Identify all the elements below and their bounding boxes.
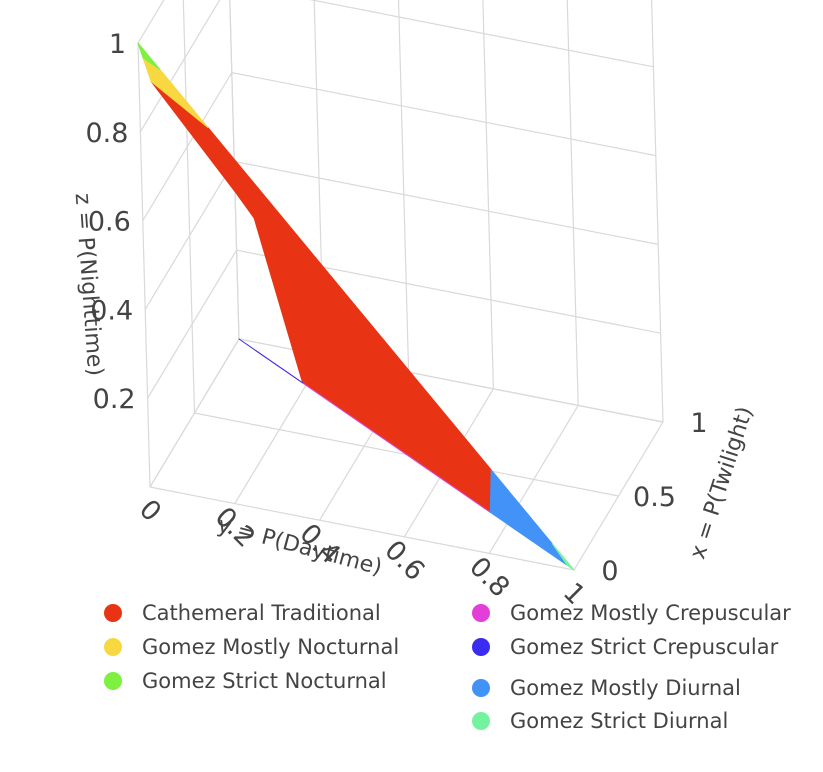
grid-line <box>142 72 233 221</box>
grid-line <box>650 0 664 423</box>
legend-label: Gomez Mostly Nocturnal <box>142 635 400 659</box>
grid-line <box>139 0 221 133</box>
legend-marker <box>104 672 122 690</box>
legend-marker <box>472 638 490 656</box>
region-gomez-strict-diurnal[interactable] <box>551 543 575 571</box>
grid-line <box>234 160 659 245</box>
grid-line <box>488 405 579 554</box>
legend-item[interactable]: Gomez Strict Crepuscular <box>472 635 778 659</box>
legend-marker <box>472 712 490 730</box>
grid-line <box>149 338 240 488</box>
legend-item[interactable]: Gomez Mostly Crepuscular <box>472 601 791 625</box>
grid-line <box>482 0 494 389</box>
y-tick-label: 0.8 <box>463 551 515 603</box>
x-tick-label: 0.5 <box>633 482 676 513</box>
legend-marker <box>104 604 122 622</box>
legend-label: Gomez Strict Diurnal <box>510 709 729 733</box>
legend-item[interactable]: Gomez Mostly Diurnal <box>472 676 741 700</box>
grid-line <box>231 72 656 157</box>
legend-label: Gomez Mostly Crepuscular <box>510 601 791 625</box>
legend-label: Gomez Strict Nocturnal <box>142 669 387 693</box>
grid-line <box>147 249 238 399</box>
x-tick-label: 1 <box>690 408 707 439</box>
z-tick-label: 0.8 <box>85 118 128 149</box>
legend-item[interactable]: Gomez Strict Diurnal <box>472 709 728 733</box>
z-tick-label: 0.2 <box>93 384 136 415</box>
y-tick-label: 0.6 <box>378 535 430 587</box>
z-tick-label: 0.6 <box>88 207 131 238</box>
legend-marker <box>472 679 490 697</box>
grid-lines <box>137 0 664 571</box>
grid-line <box>397 0 410 373</box>
region-cathemeral-traditional[interactable] <box>150 80 492 513</box>
grid-line <box>566 0 579 406</box>
grid-line <box>309 0 654 68</box>
grid-line <box>573 421 664 571</box>
grid-line <box>137 42 151 488</box>
region-gomez-strict-crepuscular[interactable] <box>238 338 304 384</box>
grid-line <box>149 486 575 571</box>
legend-marker <box>104 638 122 656</box>
x-tick-label: 0 <box>601 556 618 587</box>
legend-label: Gomez Strict Crepuscular <box>510 635 779 659</box>
region-gomez-strict-nocturnal[interactable] <box>137 42 161 70</box>
z-tick-label: 0.4 <box>90 295 133 326</box>
y-tick-label: 0 <box>133 494 167 528</box>
legend-marker <box>472 604 490 622</box>
grid-line <box>182 0 196 414</box>
grid-line <box>144 161 235 310</box>
legend-label: Cathemeral Traditional <box>142 601 381 625</box>
region-gomez-mostly-nocturnal[interactable] <box>142 57 209 128</box>
legend-item[interactable]: Cathemeral Traditional <box>104 601 381 625</box>
legend-label: Gomez Mostly Diurnal <box>510 676 741 700</box>
z-tick-label: 1 <box>109 29 126 60</box>
grid-line <box>229 0 240 340</box>
region-layer <box>137 42 575 571</box>
legend-item[interactable]: Gomez Strict Nocturnal <box>104 669 387 693</box>
grid-line <box>137 0 165 44</box>
legend-item[interactable]: Gomez Mostly Nocturnal <box>104 635 399 659</box>
